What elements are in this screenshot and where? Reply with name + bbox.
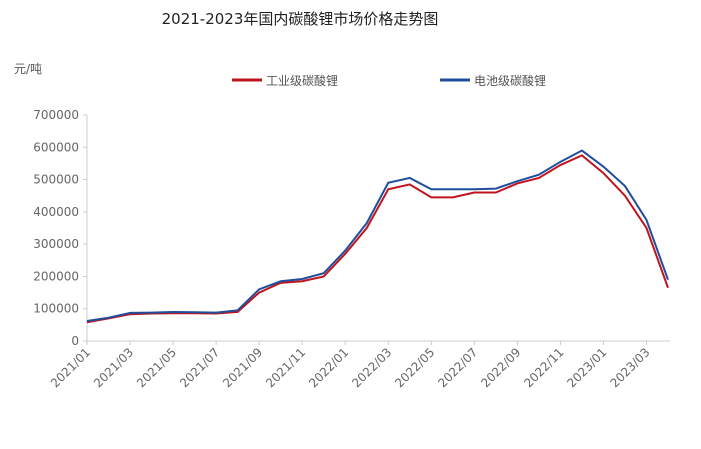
x-tick-label: 2021/11 (263, 345, 308, 390)
y-tick-label: 300000 (33, 237, 79, 251)
x-tick-label: 2022/07 (435, 345, 480, 390)
x-tick-label: 2021/07 (177, 345, 222, 390)
legend-label: 电池级碳酸锂 (474, 73, 546, 88)
y-tick-label: 400000 (33, 205, 79, 219)
series-line (86, 149, 669, 322)
y-tick-label: 700000 (33, 108, 79, 122)
y-tick-label: 0 (71, 334, 79, 348)
legend-label: 工业级碳酸锂 (266, 73, 338, 88)
y-axis-label: 元/吨 (14, 62, 42, 76)
x-tick-label: 2021/03 (91, 345, 136, 390)
x-tick-label: 2021/01 (48, 345, 93, 390)
y-tick-label: 500000 (33, 173, 79, 187)
y-tick-label: 600000 (33, 140, 79, 154)
series-line (86, 154, 669, 324)
x-tick-label: 2022/05 (392, 345, 437, 390)
y-tick-label: 100000 (33, 302, 79, 316)
x-tick-label: 2022/09 (478, 345, 523, 390)
x-tick-label: 2023/01 (564, 345, 609, 390)
x-tick-label: 2021/05 (134, 345, 179, 390)
x-tick-label: 2022/03 (349, 345, 394, 390)
x-tick-label: 2022/01 (306, 345, 351, 390)
x-tick-label: 2021/09 (220, 345, 265, 390)
x-tick-label: 2023/03 (607, 345, 652, 390)
y-tick-label: 200000 (33, 269, 79, 283)
chart-title: 2021-2023年国内碳酸锂市场价格走势图 (162, 10, 439, 28)
x-tick-label: 2022/11 (521, 345, 566, 390)
